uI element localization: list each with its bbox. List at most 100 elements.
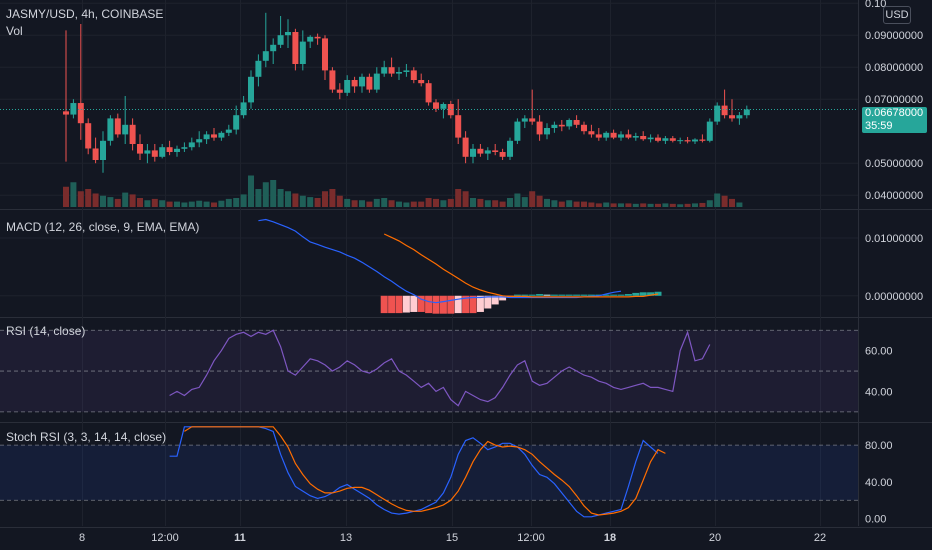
volume-bar xyxy=(277,189,284,207)
volume-bar xyxy=(122,192,129,207)
volume-bar xyxy=(514,193,521,207)
candle-body xyxy=(322,38,328,71)
volume-bar xyxy=(373,198,380,207)
price-axis-tick: 0.05000000 xyxy=(865,158,923,170)
volume-bar xyxy=(307,197,314,207)
macd-histogram-bar xyxy=(632,292,640,296)
rsi-axis-tick: 40.00 xyxy=(865,386,893,398)
candle-body xyxy=(307,36,314,42)
volume-bar xyxy=(618,203,624,207)
macd-histogram-bar xyxy=(580,294,588,296)
volume-bar xyxy=(366,201,373,207)
macd-histogram-bar xyxy=(417,295,425,312)
volume-bar xyxy=(684,203,691,207)
volume-bar xyxy=(484,200,491,207)
candle-body xyxy=(166,147,173,152)
candle-body xyxy=(529,118,536,122)
volume-bar xyxy=(558,201,565,207)
candle-body xyxy=(336,89,343,93)
time-axis-tick: 18 xyxy=(604,532,616,544)
macd-title: MACD (12, 26, close, 9, EMA, EMA) xyxy=(6,220,200,234)
macd-histogram-bar xyxy=(395,295,403,314)
macd-histogram-bar xyxy=(647,292,655,296)
candle-body xyxy=(699,139,706,141)
candle-body xyxy=(640,136,647,140)
candle-body xyxy=(514,121,521,141)
candle-body xyxy=(655,137,661,141)
time-axis-tick: 12:00 xyxy=(517,532,545,544)
volume-bar xyxy=(203,201,210,207)
volume-bar xyxy=(418,201,425,207)
volume-bar xyxy=(159,200,166,207)
macd-line xyxy=(258,218,622,304)
candle-body xyxy=(729,115,735,119)
volume-bar xyxy=(729,198,735,207)
volume-bar xyxy=(144,200,151,207)
candle-body xyxy=(595,134,602,138)
volume-bar xyxy=(396,201,402,207)
candle-body xyxy=(329,70,336,90)
volume-bar xyxy=(632,203,639,207)
stoch-d-line xyxy=(184,426,666,516)
candle-body xyxy=(122,124,129,135)
volume-bar xyxy=(299,195,306,207)
macd-histogram-bar xyxy=(573,294,581,296)
price-axis-tick: 0.10 xyxy=(865,0,886,10)
candle-body xyxy=(669,138,676,141)
volume-bar xyxy=(166,201,173,207)
candle-body xyxy=(381,67,388,74)
candle-body xyxy=(63,111,69,115)
volume-bar xyxy=(736,202,743,207)
time-axis-tick: 20 xyxy=(709,532,721,544)
volume-bar xyxy=(440,200,447,207)
macd-histogram-bar xyxy=(410,295,418,312)
candle-body xyxy=(507,140,513,157)
candle-body xyxy=(299,41,306,64)
volume-bar xyxy=(410,201,417,207)
candle-body xyxy=(736,115,743,119)
currency-button[interactable]: USD xyxy=(883,6,911,24)
volume-bar xyxy=(573,201,580,207)
volume-bar xyxy=(640,203,647,207)
candle-body xyxy=(114,118,121,135)
volume-bar xyxy=(137,198,143,207)
candle-body xyxy=(692,139,698,142)
volume-bar xyxy=(85,189,92,207)
volume-bar xyxy=(581,201,587,207)
signal-line xyxy=(383,233,659,298)
candle-body xyxy=(410,70,417,80)
macd-histogram-bar xyxy=(380,295,388,314)
volume-bar xyxy=(100,195,106,207)
candle-body xyxy=(677,140,684,142)
volume-bar xyxy=(255,189,262,207)
macd-histogram-bar xyxy=(402,295,410,313)
candle-body xyxy=(174,148,180,152)
candle-body xyxy=(588,131,595,135)
volume-label: Vol xyxy=(6,24,23,38)
candle-body xyxy=(92,148,99,160)
candle-body xyxy=(632,136,639,138)
volume-bar xyxy=(107,197,114,207)
volume-bar xyxy=(566,200,573,207)
macd-histogram-bar xyxy=(499,295,507,301)
candle-body xyxy=(714,105,721,122)
macd-histogram-bar xyxy=(432,295,440,314)
volume-bar xyxy=(477,198,484,207)
macd-histogram-bar xyxy=(543,294,551,296)
candle-body xyxy=(233,115,240,130)
volume-bar xyxy=(625,203,632,207)
time-axis-tick: 12:00 xyxy=(151,532,179,544)
candle-body xyxy=(203,134,210,140)
candle-body xyxy=(366,76,373,90)
macd-histogram-bar xyxy=(639,292,647,296)
macd-axis-tick: 0.01000000 xyxy=(865,233,923,245)
macd-histogram-bar xyxy=(462,295,470,314)
macd-histogram-bar xyxy=(558,294,566,296)
time-axis-tick: 22 xyxy=(814,532,826,544)
macd-histogram-bar xyxy=(528,294,536,296)
volume-bar xyxy=(240,194,247,207)
volume-bar xyxy=(669,203,676,207)
candle-body xyxy=(603,132,610,138)
volume-bar xyxy=(344,198,351,207)
